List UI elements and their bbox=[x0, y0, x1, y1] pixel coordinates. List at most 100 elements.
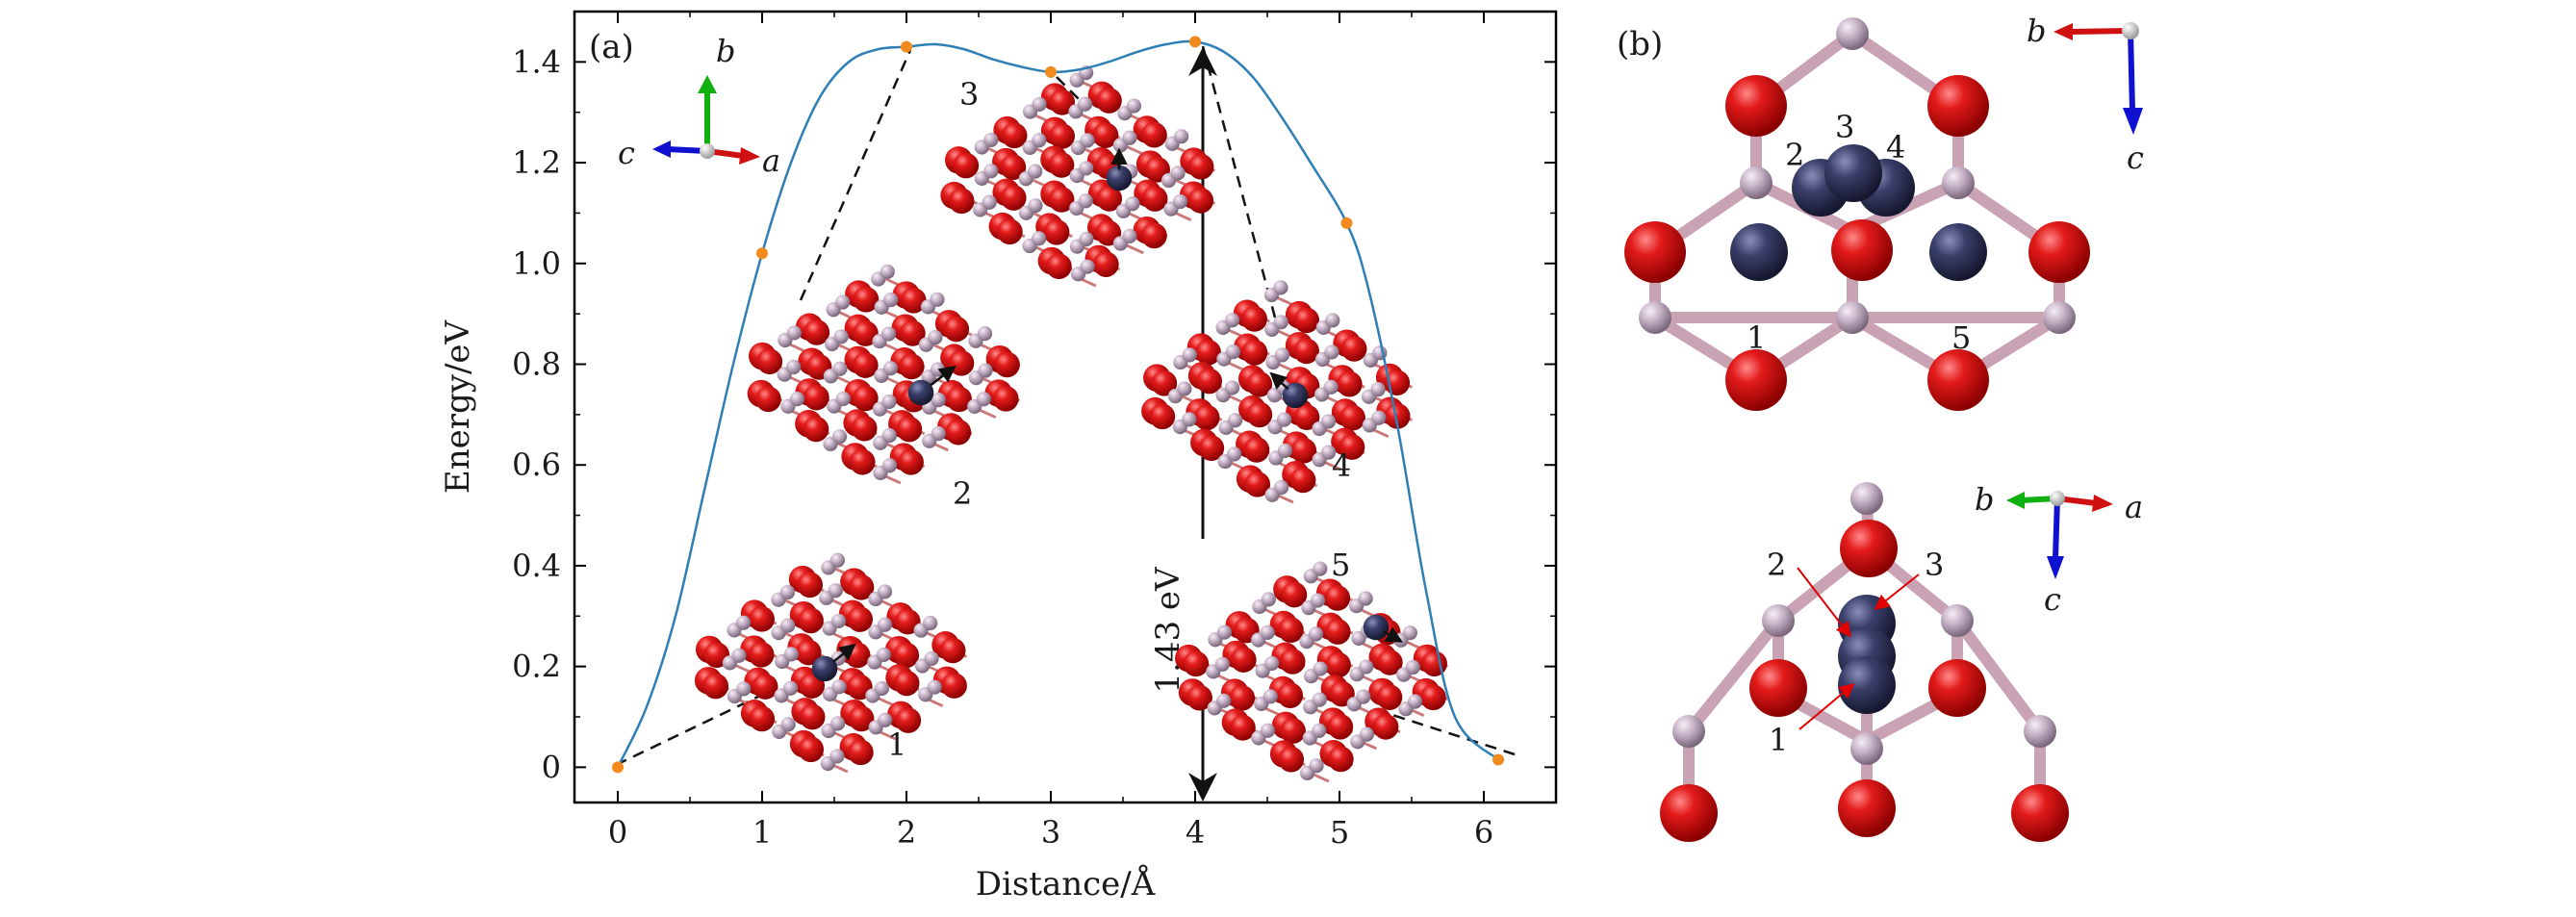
oxygen-atom bbox=[1927, 349, 1989, 411]
oxygen-atom bbox=[749, 705, 776, 732]
oxygen-atom bbox=[1149, 403, 1176, 430]
metal-atom bbox=[1177, 381, 1192, 396]
oxygen-atom bbox=[1328, 746, 1354, 773]
top-axis-letter-c: c bbox=[2127, 140, 2144, 176]
metal-atom bbox=[880, 326, 897, 342]
oxygen-atom bbox=[1420, 684, 1446, 711]
metal-atom bbox=[828, 583, 843, 599]
oxygen-atom bbox=[848, 705, 875, 732]
oxygen-atom bbox=[943, 316, 970, 343]
metal-atom bbox=[1639, 301, 1671, 334]
metal-atom bbox=[1276, 412, 1292, 427]
metal-atom bbox=[1312, 723, 1327, 738]
metal-atom bbox=[881, 428, 897, 444]
metal-atom bbox=[928, 330, 943, 345]
oxygen-atom bbox=[1831, 219, 1893, 281]
plot-frame bbox=[573, 10, 1558, 804]
oxygen-atom bbox=[851, 415, 878, 442]
x-axis-ticks: 0 1 2 3 4 5 6 bbox=[608, 12, 1493, 851]
x-tick-label: 1 bbox=[752, 814, 772, 851]
metal-atom bbox=[1273, 280, 1288, 295]
oxygen-atom bbox=[1324, 619, 1351, 645]
metal-atom bbox=[832, 361, 848, 376]
metal-atom bbox=[2043, 301, 2076, 334]
metal-atom bbox=[876, 647, 891, 663]
oxygen-atom bbox=[946, 386, 973, 413]
oxygen-atom bbox=[1290, 438, 1317, 464]
x-tick-label: 4 bbox=[1186, 814, 1205, 851]
metal-atom bbox=[1170, 166, 1186, 181]
oxygen-atom bbox=[1340, 336, 1367, 362]
metal-atom bbox=[1262, 689, 1278, 704]
oxygen-atom bbox=[1246, 401, 1273, 428]
structure-label-1: 1 bbox=[887, 726, 906, 763]
metal-atom bbox=[1174, 129, 1189, 144]
oxygen-atom bbox=[1141, 186, 1168, 212]
bottom-axis-letter-b: b bbox=[1975, 481, 1994, 518]
oxygen-atom bbox=[1096, 88, 1122, 114]
data-point bbox=[1340, 217, 1353, 229]
oxygen-atom bbox=[1281, 581, 1308, 608]
oxygen-atom bbox=[1229, 685, 1256, 711]
structure-label-2: 2 bbox=[953, 475, 972, 512]
x-tick-label: 6 bbox=[1474, 814, 1493, 851]
data-point bbox=[612, 761, 624, 774]
y-axis-label: Energy/eV bbox=[439, 318, 477, 494]
metal-atom bbox=[1031, 231, 1047, 246]
oxygen-atom bbox=[1928, 659, 1986, 717]
oxygen-atom bbox=[2028, 221, 2090, 283]
y-tick-label: 0 bbox=[542, 749, 561, 785]
axis-letter-a: a bbox=[762, 142, 780, 179]
dopant-atom bbox=[1929, 223, 1987, 281]
metal-atom bbox=[830, 613, 847, 629]
data-point bbox=[1045, 65, 1057, 78]
oxygen-atom bbox=[1000, 185, 1027, 211]
oxygen-atom bbox=[1092, 122, 1119, 148]
panel-a-label: (a) bbox=[589, 28, 634, 66]
y-tick-label: 0.2 bbox=[512, 649, 561, 685]
metal-atom bbox=[1273, 480, 1289, 496]
top-site-label-2: 2 bbox=[1785, 137, 1804, 173]
metal-atom bbox=[1264, 655, 1280, 672]
metal-atom bbox=[1836, 17, 1869, 50]
site-pointer-arrows bbox=[1797, 567, 1920, 730]
metal-atom bbox=[829, 749, 845, 764]
x-tick-label: 2 bbox=[897, 814, 916, 851]
metal-atom bbox=[1224, 380, 1240, 395]
data-point bbox=[1492, 753, 1504, 766]
oxygen-atom bbox=[853, 385, 879, 412]
metal-atom bbox=[1323, 379, 1339, 395]
oxygen-atom bbox=[803, 416, 829, 443]
metal-atom bbox=[833, 329, 849, 344]
migration-arrow bbox=[1382, 626, 1404, 643]
oxygen-atom bbox=[895, 707, 922, 733]
metal-atom bbox=[780, 618, 796, 633]
x-tick-label: 3 bbox=[1041, 814, 1060, 851]
oxygen-atom bbox=[948, 188, 975, 215]
metal-atom bbox=[835, 391, 851, 407]
oxygen-atom bbox=[1624, 221, 1686, 283]
metal-atom bbox=[735, 615, 752, 630]
oxygen-atom bbox=[756, 348, 783, 375]
oxygen-atom bbox=[848, 739, 874, 766]
oxygen-atom bbox=[1337, 370, 1363, 397]
y-tick-label: 1.4 bbox=[512, 43, 561, 80]
metal-atom bbox=[1126, 98, 1141, 114]
metal-atom bbox=[1941, 604, 1974, 637]
metal-atom bbox=[976, 392, 991, 407]
oxygen-atom bbox=[1293, 338, 1319, 365]
metal-atom bbox=[789, 392, 805, 407]
oxygen-atom bbox=[847, 606, 874, 632]
oxygen-atom bbox=[853, 352, 879, 378]
oxygen-atom bbox=[1048, 187, 1075, 213]
metal-atom bbox=[1312, 692, 1327, 707]
dopant-atom bbox=[811, 655, 838, 682]
metal-atom bbox=[874, 680, 889, 697]
metal-atom bbox=[1405, 659, 1420, 675]
axis-triad-a: b c a bbox=[618, 33, 780, 179]
top-site-label-3: 3 bbox=[1835, 109, 1854, 145]
metal-atom bbox=[1225, 344, 1241, 360]
oxygen-atom bbox=[1384, 403, 1411, 429]
metal-atom bbox=[1227, 446, 1242, 462]
oxygen-atom bbox=[893, 642, 920, 669]
